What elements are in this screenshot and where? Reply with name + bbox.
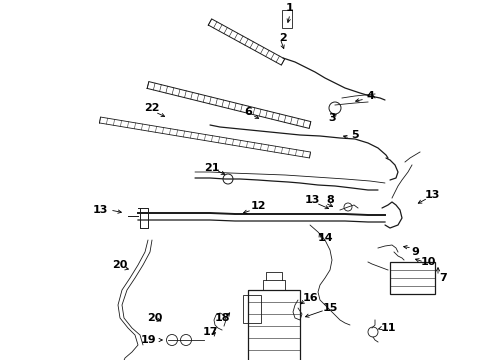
Text: 19: 19 (140, 335, 156, 345)
Text: 13: 13 (92, 205, 108, 215)
Text: 21: 21 (204, 163, 220, 173)
Text: 17: 17 (202, 327, 218, 337)
Text: 3: 3 (328, 113, 336, 123)
Text: 13: 13 (424, 190, 440, 200)
Text: 14: 14 (317, 233, 333, 243)
Text: 18: 18 (214, 313, 230, 323)
Text: 11: 11 (380, 323, 396, 333)
Text: 10: 10 (420, 257, 436, 267)
Bar (243, 295, 261, 323)
Text: 12: 12 (250, 201, 266, 211)
Bar (248, 290, 300, 360)
Text: 9: 9 (411, 247, 419, 257)
Text: 20: 20 (112, 260, 128, 270)
Bar (390, 262, 435, 294)
Text: 20: 20 (147, 313, 163, 323)
Text: 5: 5 (351, 130, 359, 140)
Text: 7: 7 (439, 273, 447, 283)
Text: 13: 13 (304, 195, 319, 205)
Text: 22: 22 (144, 103, 160, 113)
Text: 6: 6 (244, 107, 252, 117)
Text: 2: 2 (279, 33, 287, 43)
Text: 8: 8 (326, 195, 334, 205)
Text: 4: 4 (366, 91, 374, 101)
Bar (282, 10, 292, 28)
Text: 15: 15 (322, 303, 338, 313)
Text: 16: 16 (302, 293, 318, 303)
Text: 1: 1 (286, 3, 294, 13)
